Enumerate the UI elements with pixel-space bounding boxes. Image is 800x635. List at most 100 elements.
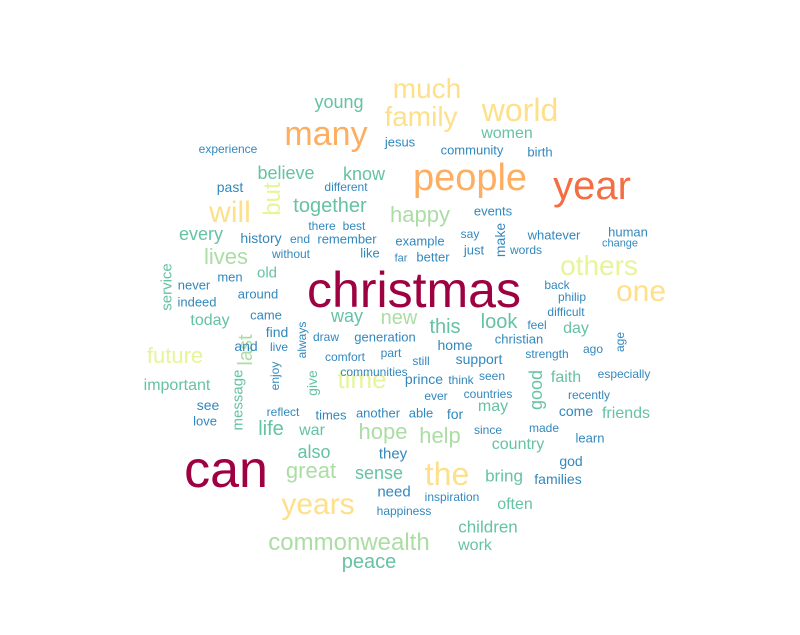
word-family: family xyxy=(384,101,458,132)
word-old: old xyxy=(256,264,278,282)
word-they: they xyxy=(378,445,408,463)
word-reflect: reflect xyxy=(266,405,300,419)
word-jesus: jesus xyxy=(384,134,416,150)
word-better: better xyxy=(416,249,450,265)
word-times: times xyxy=(315,407,347,423)
word-children: children xyxy=(458,517,518,537)
word-hope: hope xyxy=(358,419,408,444)
word-believe: believe xyxy=(257,163,315,183)
word-women: women xyxy=(481,125,533,142)
word-support: support xyxy=(455,351,503,367)
word-help: help xyxy=(419,423,461,448)
word-good: good xyxy=(526,369,546,411)
word-years: years xyxy=(281,488,355,521)
word-recently: recently xyxy=(567,388,611,402)
word-commonwealth: commonwealth xyxy=(268,529,430,556)
word-experience: experience xyxy=(198,142,258,156)
word-god: god xyxy=(559,453,583,469)
word-may: may xyxy=(477,398,509,415)
word-christmas: christmas xyxy=(307,262,521,318)
word-made: made xyxy=(528,421,560,435)
word-change: change xyxy=(601,237,639,250)
word-way: way xyxy=(330,306,364,326)
word-indeed: indeed xyxy=(177,294,217,310)
word-for: for xyxy=(446,406,464,422)
word-around: around xyxy=(237,286,279,302)
word-just: just xyxy=(463,242,485,258)
word-great: great xyxy=(285,458,337,483)
word-see: see xyxy=(196,397,220,413)
word-bring: bring xyxy=(485,466,523,486)
word-often: often xyxy=(497,496,533,513)
word-community: community xyxy=(440,142,504,158)
word-comfort: comfort xyxy=(324,350,366,364)
word-faith: faith xyxy=(550,369,582,386)
word-part: part xyxy=(380,346,402,360)
word-work: work xyxy=(458,537,492,554)
word-find: find xyxy=(265,324,289,340)
word-can: can xyxy=(184,441,268,499)
word-christian: christian xyxy=(494,331,544,347)
word-country: country xyxy=(491,436,545,453)
word-words: words xyxy=(509,243,543,257)
word-communities: communities xyxy=(340,365,408,379)
word-philip: philip xyxy=(557,290,587,304)
word-the: the xyxy=(424,456,470,492)
word-never: never xyxy=(177,277,211,293)
word-war: war xyxy=(299,422,325,439)
word-prince: prince xyxy=(404,371,444,387)
word-need: need xyxy=(377,483,411,501)
word-human: human xyxy=(608,224,648,240)
word-think: think xyxy=(448,373,474,387)
word-today: today xyxy=(190,312,230,329)
word-message: message xyxy=(229,369,247,431)
word-come: come xyxy=(558,403,594,419)
word-give: give xyxy=(304,370,320,396)
word-came: came xyxy=(250,307,282,323)
word-countries: countries xyxy=(463,387,513,401)
word-make: make xyxy=(492,222,508,258)
word-ever: ever xyxy=(424,389,448,403)
word-birth: birth xyxy=(527,144,553,160)
word-strength: strength xyxy=(525,347,569,361)
word-feel: feel xyxy=(527,318,547,332)
word-far: far xyxy=(394,252,408,265)
word-day: day xyxy=(563,320,589,337)
word-peace: peace xyxy=(341,551,397,573)
word-sense: sense xyxy=(354,463,404,483)
word-new: new xyxy=(380,307,418,329)
word-love: love xyxy=(193,413,217,429)
word-together: together xyxy=(293,195,367,217)
word-lives: lives xyxy=(203,244,249,269)
word-say: say xyxy=(460,227,480,241)
word-service: service xyxy=(158,263,176,311)
word-seen: seen xyxy=(478,369,506,383)
word-events: events xyxy=(473,203,513,219)
word-year: year xyxy=(553,164,631,208)
word-people: people xyxy=(412,157,528,199)
word-every: every xyxy=(178,224,224,244)
word-happiness: happiness xyxy=(376,504,432,518)
word-world: world xyxy=(481,92,559,128)
word-example: example xyxy=(395,233,445,249)
word-there: there xyxy=(308,219,336,233)
word-difficult: difficult xyxy=(547,305,585,319)
word-inspiration: inspiration xyxy=(424,490,480,504)
word-like: like xyxy=(360,245,380,261)
word-another: another xyxy=(355,405,401,421)
word-future: future xyxy=(146,343,204,368)
word-and: and xyxy=(234,338,258,354)
word-young: young xyxy=(314,92,364,112)
word-also: also xyxy=(297,442,331,462)
word-end: end xyxy=(289,232,311,246)
word-but: but xyxy=(259,182,286,216)
word-ago: ago xyxy=(582,342,604,356)
word-able: able xyxy=(408,405,434,421)
word-whatever: whatever xyxy=(527,227,581,243)
word-especially: especially xyxy=(597,367,651,381)
word-without: without xyxy=(271,247,311,261)
word-generation: generation xyxy=(354,329,416,345)
word-one: one xyxy=(615,275,667,308)
word-back: back xyxy=(544,278,570,292)
